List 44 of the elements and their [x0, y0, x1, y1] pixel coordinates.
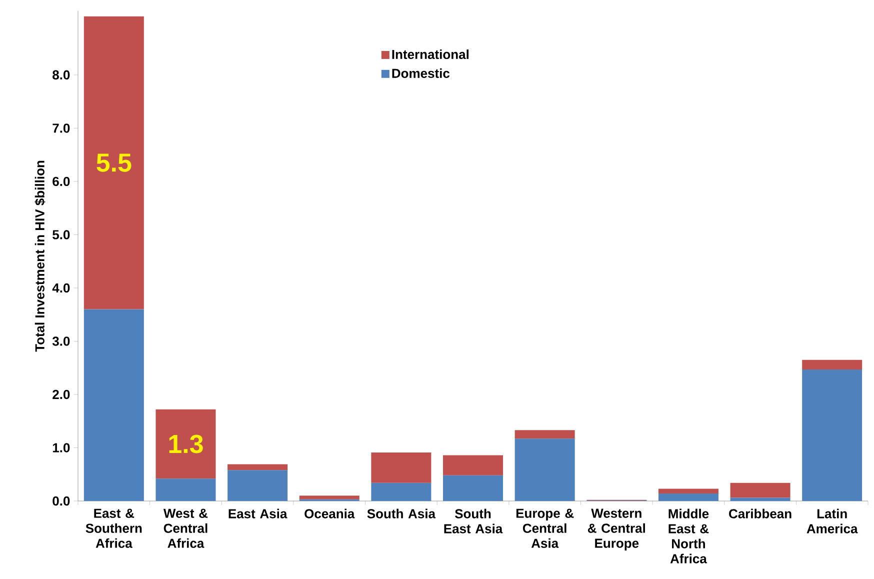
bar	[156, 478, 216, 501]
bar	[443, 455, 504, 476]
x-tick-label: West & Central Africa	[163, 508, 208, 548]
legend-label: International	[392, 49, 469, 60]
y-tick-label: 8.0	[52, 70, 70, 80]
bar	[156, 409, 216, 479]
y-tick-label: 7.0	[52, 124, 70, 133]
x-tick-label: Europe & Central Asia	[516, 508, 574, 548]
legend-label: Domestic	[392, 68, 450, 78]
bar	[802, 360, 862, 370]
bar	[514, 430, 575, 439]
bar	[84, 16, 144, 310]
bar	[84, 309, 144, 501]
x-tick-label: Oceania	[304, 508, 355, 518]
x-tick-label: East & Southern Africa	[86, 508, 142, 548]
y-tick-label: 4.0	[52, 283, 70, 293]
y-tick-label: 3.0	[52, 336, 70, 346]
bar	[802, 369, 862, 501]
x-tick-label: South Asia	[367, 508, 436, 518]
bar	[658, 494, 718, 501]
bar	[371, 452, 432, 483]
data-label: 1.3	[169, 434, 203, 454]
x-tick-label: Middle East & North Africa	[668, 508, 709, 564]
bar	[228, 464, 288, 470]
x-tick-label: South East Asia	[444, 508, 503, 534]
x-tick-label: Latin America	[806, 508, 858, 534]
x-tick-label: East Asia	[228, 508, 288, 518]
y-tick-label: 0.0	[52, 496, 70, 506]
bar	[514, 438, 575, 501]
y-tick-label: 2.0	[52, 390, 70, 400]
bar	[730, 482, 790, 498]
y-tick-label: 5.0	[52, 230, 70, 240]
y-axis-title: Total Investment in HIV $billion	[34, 160, 46, 352]
bar	[299, 496, 360, 500]
data-label: 5.5	[96, 154, 132, 172]
x-tick-label: Caribbean	[729, 508, 792, 518]
bar	[371, 482, 432, 501]
bar	[658, 488, 718, 494]
x-tick-label: Western & Central Europe	[588, 508, 645, 550]
y-tick-label: 6.0	[52, 176, 70, 186]
y-tick-label: 1.0	[52, 443, 70, 452]
bar	[228, 470, 288, 501]
bar	[730, 498, 790, 501]
bar	[443, 475, 504, 501]
